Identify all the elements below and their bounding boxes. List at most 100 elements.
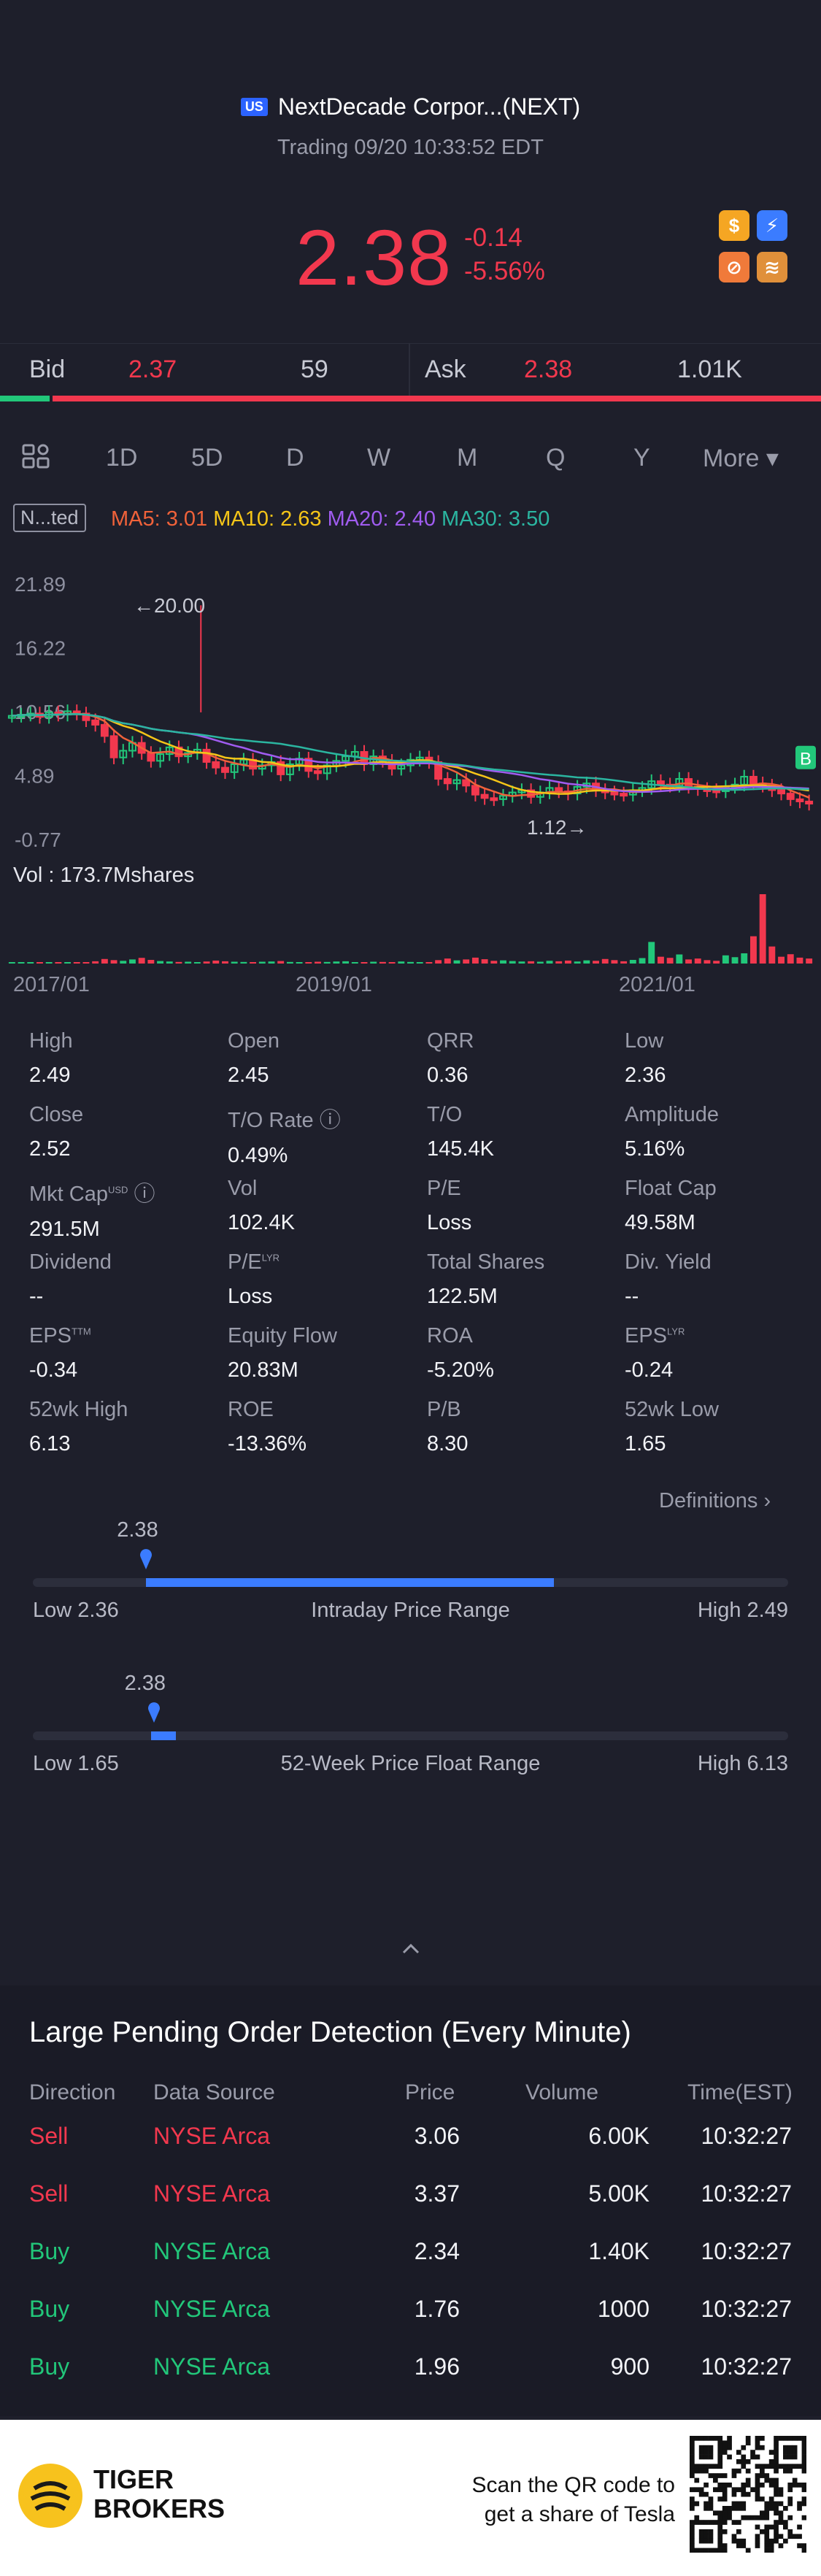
qr-module bbox=[704, 2454, 709, 2460]
qr-module bbox=[764, 2464, 770, 2469]
qr-module bbox=[755, 2487, 760, 2493]
definitions-link[interactable]: Definitions › bbox=[659, 1489, 771, 1512]
volume-bar bbox=[704, 960, 711, 964]
qr-module bbox=[708, 2501, 714, 2507]
qr-module bbox=[745, 2515, 751, 2521]
volume-bar bbox=[416, 962, 423, 964]
tab-m[interactable]: M bbox=[457, 444, 478, 472]
volume-bar bbox=[231, 961, 238, 964]
layout-grid-icon[interactable] bbox=[20, 441, 53, 480]
order-source: NYSE Arca bbox=[153, 2123, 271, 2149]
tab-q[interactable]: Q bbox=[546, 444, 566, 472]
candle-body bbox=[656, 780, 665, 785]
flash-icon[interactable]: ⚡ bbox=[757, 210, 787, 241]
chart-badge-icon[interactable]: ⊘ bbox=[719, 252, 749, 282]
dollar-icon[interactable]: $ bbox=[719, 210, 749, 241]
candle-body bbox=[555, 787, 563, 793]
tab-more[interactable]: More ▾ bbox=[703, 445, 779, 472]
qr-module bbox=[755, 2445, 760, 2450]
col-price: Price bbox=[405, 2080, 455, 2104]
volume-bar bbox=[8, 962, 15, 964]
order-source: NYSE Arca bbox=[153, 2238, 271, 2264]
tab-1d[interactable]: 1D bbox=[106, 444, 138, 472]
qr-module bbox=[745, 2477, 751, 2483]
order-time: 10:32:27 bbox=[701, 2238, 792, 2264]
qr-module bbox=[783, 2450, 788, 2455]
order-source: NYSE Arca bbox=[153, 2296, 271, 2322]
order-volume: 1.40K bbox=[588, 2238, 650, 2264]
stock-title[interactable]: US NextDecade Corpor...(NEXT) bbox=[0, 93, 821, 120]
qr-module bbox=[694, 2468, 700, 2474]
chevron-up-icon[interactable] bbox=[400, 1938, 422, 1960]
tab-d[interactable]: D bbox=[286, 444, 304, 472]
qr-module bbox=[736, 2487, 741, 2493]
price-chart[interactable]: 21.8916.2210.564.89-0.77←20.001.12→BVol … bbox=[0, 504, 821, 1015]
qr-module bbox=[787, 2534, 793, 2540]
qr-module bbox=[741, 2538, 747, 2544]
quote-header bbox=[0, 0, 821, 343]
stat-item: T/O Rate ⓘ 0.49% bbox=[228, 1103, 341, 1168]
qr-module bbox=[717, 2436, 723, 2441]
ma30-value: MA30: 3.50 bbox=[442, 507, 550, 531]
qr-module bbox=[755, 2440, 760, 2446]
qr-module bbox=[801, 2464, 806, 2469]
volume-bar bbox=[138, 958, 145, 964]
qr-module bbox=[708, 2538, 714, 2544]
qr-module bbox=[774, 2487, 779, 2493]
qr-module bbox=[764, 2524, 770, 2530]
order-row: Sell NYSE Arca 3.06 6.00K 10:32:27 bbox=[0, 2117, 821, 2175]
qr-module bbox=[741, 2515, 747, 2521]
x-tick-label: 2017/01 bbox=[13, 973, 90, 996]
stat-value: 2.45 bbox=[228, 1064, 269, 1087]
candle-body bbox=[805, 800, 814, 805]
stat-item: Float Cap 49.58M bbox=[625, 1177, 717, 1235]
qr-module bbox=[708, 2496, 714, 2502]
tab-y[interactable]: Y bbox=[633, 444, 650, 472]
stat-label: ROE bbox=[228, 1398, 274, 1421]
order-volume: 1000 bbox=[597, 2296, 650, 2322]
info-icon[interactable]: ⓘ bbox=[313, 1109, 341, 1132]
order-price: 3.06 bbox=[414, 2123, 460, 2149]
bid-ask-bar: Bid 2.37 59 Ask 2.38 1.01K bbox=[0, 343, 821, 399]
qr-code-icon[interactable] bbox=[690, 2436, 806, 2553]
volume-bar bbox=[666, 958, 674, 964]
candle-body bbox=[277, 761, 285, 775]
qr-module bbox=[690, 2468, 695, 2474]
candle-body bbox=[795, 798, 804, 802]
qr-module bbox=[774, 2510, 779, 2516]
qr-module bbox=[760, 2468, 765, 2474]
volume-bar bbox=[593, 961, 599, 964]
bid-ratio-fill bbox=[0, 396, 50, 401]
tab-5d[interactable]: 5D bbox=[191, 444, 223, 472]
qr-module bbox=[755, 2436, 760, 2441]
indicator-toggle[interactable]: N...ted bbox=[13, 504, 86, 532]
qr-module bbox=[764, 2477, 770, 2483]
qr-module bbox=[698, 2454, 704, 2460]
qr-module bbox=[717, 2496, 723, 2502]
qr-module bbox=[755, 2543, 760, 2548]
qr-module bbox=[717, 2464, 723, 2469]
stat-label: Mkt CapUSD ⓘ bbox=[29, 1183, 155, 1206]
order-price: 3.37 bbox=[414, 2180, 460, 2207]
qr-module bbox=[778, 2487, 784, 2493]
stat-item: P/ELYR Loss bbox=[228, 1250, 280, 1309]
stat-value: 145.4K bbox=[427, 1137, 494, 1161]
volume-bar bbox=[73, 962, 80, 964]
order-volume: 6.00K bbox=[588, 2123, 650, 2149]
order-direction: Sell bbox=[29, 2123, 69, 2149]
volume-bar bbox=[722, 955, 729, 964]
info-icon[interactable]: ⓘ bbox=[128, 1183, 155, 1206]
qr-module bbox=[717, 2534, 723, 2540]
qr-module bbox=[801, 2501, 806, 2507]
tab-w[interactable]: W bbox=[367, 444, 391, 472]
y-tick-label: 16.22 bbox=[15, 637, 66, 660]
stat-value: 0.49% bbox=[228, 1144, 288, 1167]
qr-module bbox=[727, 2510, 732, 2516]
volume-bar bbox=[147, 960, 155, 964]
layers-icon[interactable]: ≋ bbox=[757, 252, 787, 282]
qr-module bbox=[722, 2506, 728, 2511]
volume-bar bbox=[185, 961, 192, 964]
qr-module bbox=[760, 2510, 765, 2516]
qr-module bbox=[801, 2445, 806, 2450]
qr-module bbox=[783, 2520, 788, 2525]
